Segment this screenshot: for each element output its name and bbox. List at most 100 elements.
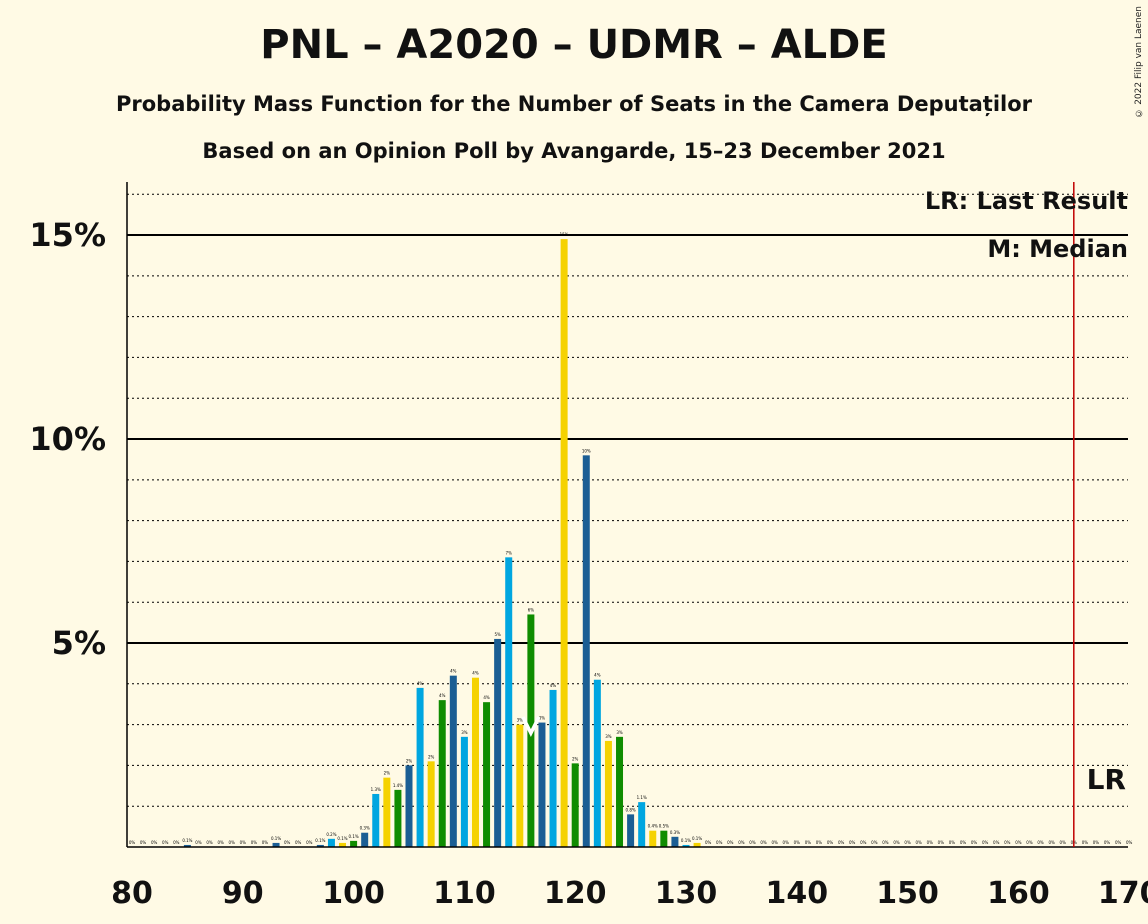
bar-128 (660, 830, 668, 847)
bar-label-91: 0% (251, 840, 258, 845)
bar-label-96: 0% (306, 840, 313, 845)
bar-label-125: 0.8% (626, 807, 636, 812)
bar-label-131: 0.1% (692, 836, 702, 841)
bar-label-149: 0% (893, 840, 900, 845)
bar-value-labels: 0% 0% 0% 0% 0% 0.1% 0% 0% 0% 0% 0% 0% 0%0.1%0% 0% 0% 0.… (129, 232, 1133, 845)
bar-label-93: 0.1% (271, 836, 281, 841)
bar-93 (272, 842, 280, 847)
bar-label-143: 0% (827, 840, 834, 845)
bar-label-111: 4% (472, 671, 479, 676)
legend-median: M: Median (987, 235, 1128, 263)
bar-label-129: 0.3% (670, 830, 680, 835)
bar-101 (361, 832, 369, 847)
bar-131 (693, 842, 701, 847)
bar-label-127: 0.4% (648, 824, 658, 829)
bar-114 (505, 557, 513, 847)
bar-label-103: 2% (384, 771, 391, 776)
bar-label-144: 0% (838, 840, 845, 845)
x-tick-label-90: 90 (222, 876, 264, 911)
x-tick-label-120: 120 (544, 876, 607, 911)
bar-115 (516, 724, 524, 847)
bar-label-152: 0% (927, 840, 934, 845)
y-tick-label-5: 5% (52, 624, 106, 662)
axes (126, 182, 1128, 848)
bar-label-148: 0% (882, 840, 889, 845)
bar-99 (339, 842, 347, 847)
bar-label-95: 0% (295, 840, 302, 845)
bar-label-83: 0% (162, 840, 169, 845)
bar-label-156: 0% (971, 840, 978, 845)
bar-label-106: 4% (417, 681, 424, 686)
bar-label-153: 0% (938, 840, 945, 845)
bar-113 (494, 638, 502, 847)
bar-label-84: 0% (173, 840, 180, 845)
bar-121 (582, 455, 590, 847)
bar-123 (604, 740, 612, 847)
bar-label-163: 0% (1048, 840, 1055, 845)
bar-label-128: 0.5% (659, 824, 669, 829)
bar-125 (627, 814, 635, 847)
bar-102 (372, 793, 380, 847)
x-tick-label-150: 150 (876, 876, 939, 911)
bar-label-113: 5% (494, 632, 501, 637)
last-result-label: LR (1087, 763, 1126, 796)
bar-label-87: 0% (206, 840, 213, 845)
bar-label-86: 0% (195, 840, 202, 845)
bar-label-98: 0.2% (326, 832, 336, 837)
median-marker (521, 716, 541, 737)
bar-120 (571, 763, 579, 847)
bar-label-109: 4% (450, 669, 457, 674)
result-markers: LR (521, 182, 1126, 847)
bar-label-162: 0% (1037, 840, 1044, 845)
x-tick-label-160: 160 (987, 876, 1050, 911)
bar-label-155: 0% (960, 840, 967, 845)
bar-label-120: 2% (572, 756, 579, 761)
bar-129 (671, 836, 679, 847)
bar-97 (316, 844, 324, 847)
bar-label-88: 0% (217, 840, 224, 845)
bar-label-102: 1.3% (371, 787, 381, 792)
bar-label-150: 0% (904, 840, 911, 845)
x-tick-label-100: 100 (322, 876, 385, 911)
bar-label-154: 0% (949, 840, 956, 845)
bar-label-105: 2% (406, 758, 413, 763)
bar-85 (183, 844, 191, 847)
bar-label-158: 0% (993, 840, 1000, 845)
bar-130 (682, 844, 690, 847)
bar-label-170: 0% (1126, 840, 1133, 845)
bar-label-147: 0% (871, 840, 878, 845)
bar-label-167: 0% (1093, 840, 1100, 845)
bar-112 (483, 702, 491, 847)
x-tick-label-170: 170 (1098, 876, 1148, 911)
x-tick-label-140: 140 (765, 876, 828, 911)
bar-111 (471, 677, 479, 847)
bar-label-104: 1.4% (393, 783, 403, 788)
bar-label-122: 4% (594, 673, 601, 678)
bar-label-116: 6% (528, 607, 535, 612)
bar-108 (438, 700, 446, 847)
bar-label-108: 4% (439, 693, 446, 698)
bar-124 (616, 736, 624, 847)
bar-label-164: 0% (1060, 840, 1067, 845)
bar-label-157: 0% (982, 840, 989, 845)
bar-104 (394, 789, 402, 847)
y-tick-label-15: 15% (29, 216, 106, 254)
bar-label-110: 3% (461, 730, 468, 735)
bar-label-92: 0% (262, 840, 269, 845)
bar-103 (383, 777, 391, 847)
bar-label-99: 0.1% (337, 836, 347, 841)
bar-label-97: 0.1% (315, 838, 325, 843)
bar-label-80: 0% (129, 840, 136, 845)
bar-label-134: 0% (727, 840, 734, 845)
bar-109 (449, 675, 457, 847)
bar-label-132: 0% (705, 840, 712, 845)
bar-label-139: 0% (783, 840, 790, 845)
bar-107 (427, 761, 435, 847)
bar-series (183, 239, 701, 847)
bar-label-141: 0% (805, 840, 812, 845)
bar-label-90: 0% (240, 840, 247, 845)
bar-label-166: 0% (1082, 840, 1089, 845)
bar-100 (350, 840, 358, 847)
chart-subtitle: Probability Mass Function for the Number… (115, 92, 1032, 116)
bar-label-85: 0.1% (182, 838, 192, 843)
